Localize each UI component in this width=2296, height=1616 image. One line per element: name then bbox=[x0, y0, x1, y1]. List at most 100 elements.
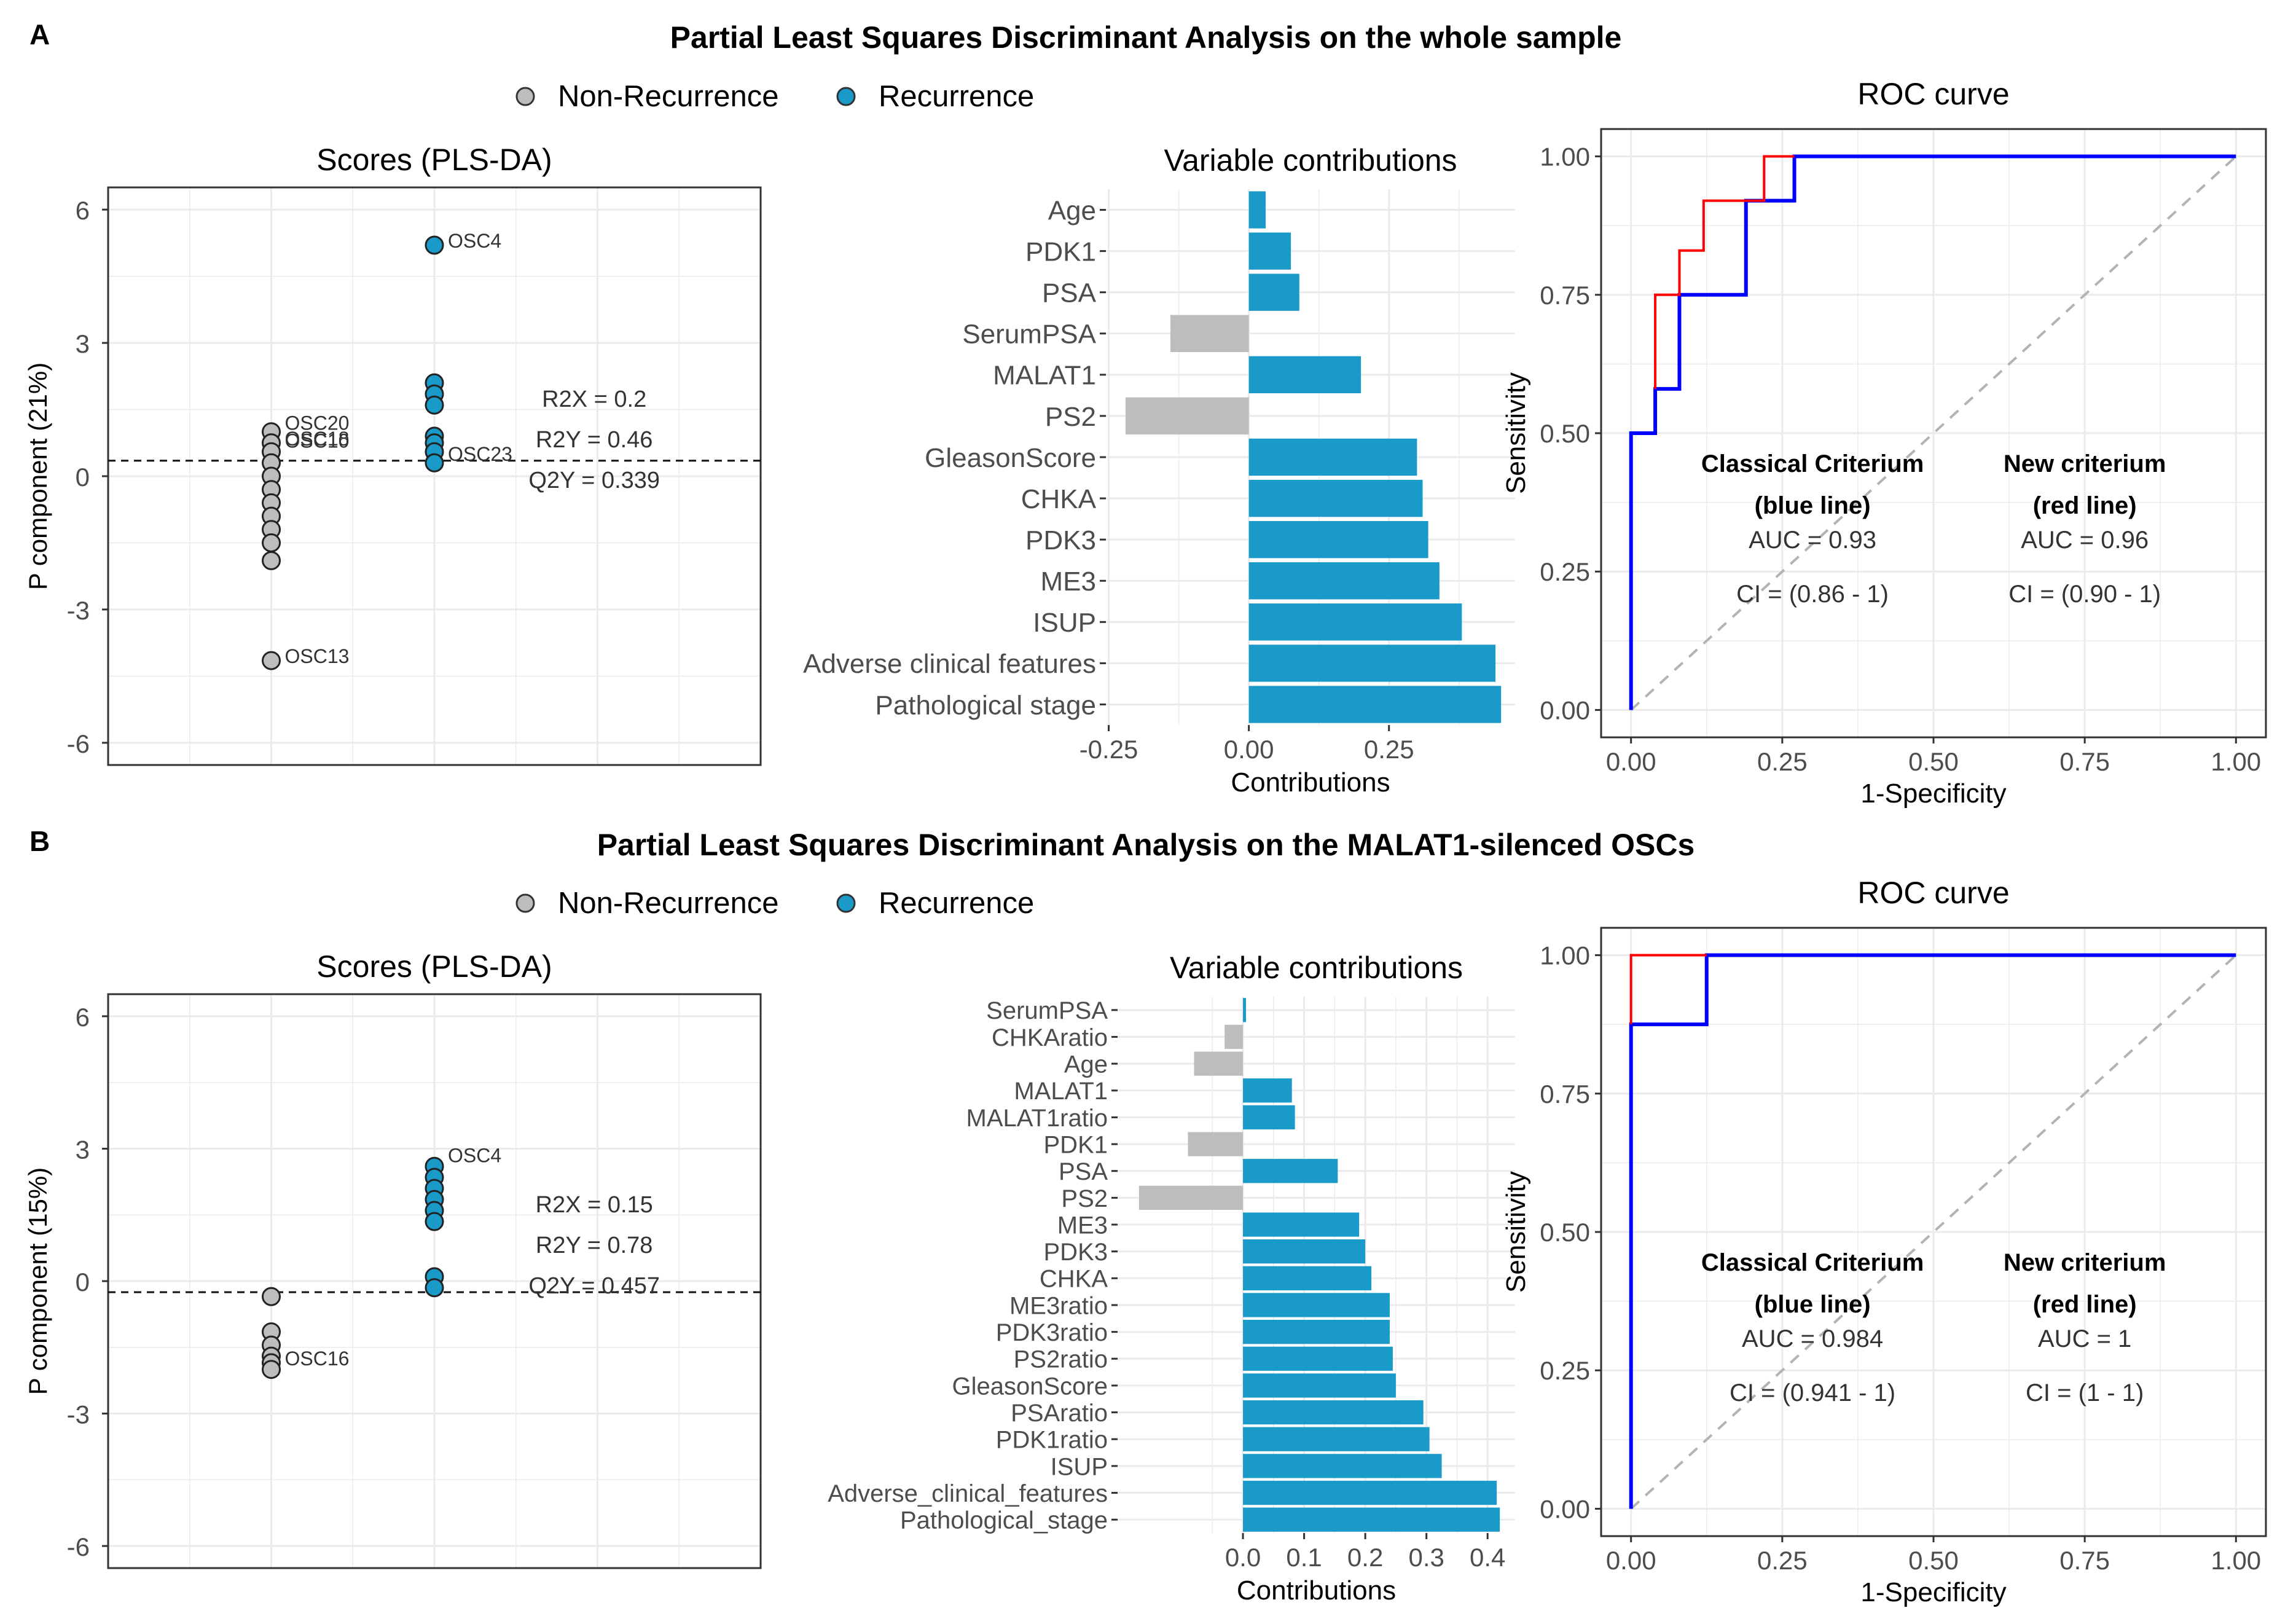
category-label: MALAT1 bbox=[993, 361, 1096, 391]
x-tick-label: 0.0 bbox=[1225, 1543, 1261, 1572]
y-tick-label: -3 bbox=[67, 1400, 90, 1429]
y-axis-label: P component (15%) bbox=[23, 1167, 52, 1395]
category-label: PDK1 bbox=[1025, 237, 1096, 267]
legend-a: Non-Recurrence Recurrence bbox=[515, 80, 1034, 113]
x-tick-label: 1.00 bbox=[2211, 747, 2261, 776]
x-axis-label: 1-Specificity bbox=[1860, 779, 2006, 809]
y-tick-label: 0.50 bbox=[1540, 1218, 1590, 1247]
y-tick-label: 1.00 bbox=[1540, 941, 1590, 970]
model-stat: R2X = 0.2 bbox=[542, 386, 646, 412]
y-tick-label: 1.00 bbox=[1540, 143, 1590, 171]
contribution-bar bbox=[1188, 1132, 1244, 1156]
contribution-bar bbox=[1248, 645, 1496, 682]
y-tick-label: 0 bbox=[76, 1268, 90, 1296]
point-non-recurrence bbox=[262, 1287, 281, 1306]
contribution-bar bbox=[1243, 1212, 1360, 1237]
y-tick-label: 0.00 bbox=[1540, 1494, 1590, 1523]
legend-a-nonrec-swatch bbox=[515, 87, 535, 106]
category-label: PSA bbox=[1042, 278, 1097, 308]
point-label: OSC20 bbox=[285, 412, 350, 434]
annotation-header: New criterium bbox=[2004, 1249, 2166, 1276]
contribution-bar bbox=[1224, 1024, 1244, 1049]
category-label: SerumPSA bbox=[986, 997, 1108, 1024]
point-label: OSC4 bbox=[448, 1144, 501, 1166]
roc-curve-classical bbox=[1629, 953, 2236, 1509]
category-label: CHKA bbox=[1040, 1266, 1108, 1293]
model-stat: Q2Y = 0.457 bbox=[528, 1273, 660, 1299]
contribution-bar bbox=[1243, 1159, 1338, 1183]
legend-b-rec-swatch bbox=[836, 893, 856, 913]
contribution-bar bbox=[1248, 438, 1417, 476]
x-tick-label: 0.25 bbox=[1757, 747, 1808, 776]
contribution-bar bbox=[1194, 1051, 1244, 1076]
category-label: PSA bbox=[1059, 1158, 1108, 1185]
panel-title-b: Partial Least Squares Discriminant Analy… bbox=[597, 828, 1695, 862]
category-label: Age bbox=[1064, 1051, 1108, 1078]
contribution-bar bbox=[1243, 1293, 1390, 1317]
x-tick-label: 0.4 bbox=[1470, 1543, 1505, 1572]
point-recurrence bbox=[425, 453, 444, 473]
category-label: PS2ratio bbox=[1014, 1346, 1108, 1373]
point-non-recurrence bbox=[262, 533, 281, 552]
x-tick-label: -0.25 bbox=[1079, 735, 1138, 764]
y-tick-label: 0.75 bbox=[1540, 281, 1590, 310]
x-tick-label: 0.3 bbox=[1408, 1543, 1444, 1572]
x-axis-label: 1-Specificity bbox=[1860, 1577, 2006, 1607]
x-tick-label: 0.75 bbox=[2059, 747, 2110, 776]
contribution-bar bbox=[1243, 1454, 1442, 1478]
panel-title-a: Partial Least Squares Discriminant Analy… bbox=[670, 20, 1622, 55]
contribution-bar bbox=[1248, 562, 1440, 600]
category-label: Pathological stage bbox=[875, 690, 1096, 720]
annotation-ci: CI = (0.90 - 1) bbox=[2008, 581, 2161, 608]
annotation-header: Classical Criterium bbox=[1701, 450, 1924, 477]
y-tick-label: 0 bbox=[76, 463, 90, 492]
scores-title: Scores (PLS-DA) bbox=[316, 143, 552, 177]
category-label: MALAT1 bbox=[1014, 1078, 1108, 1105]
x-tick-label: 0.25 bbox=[1757, 1546, 1808, 1575]
roc-plot-a: ROC curve 0.00 0.25 0.50 0.75 1.00 0.00 0.25 0.5… bbox=[1501, 77, 2267, 809]
contribution-bar bbox=[1248, 520, 1428, 559]
y-tick-label: -6 bbox=[67, 1532, 90, 1561]
y-axis-label: Sensitivity bbox=[1501, 372, 1531, 494]
y-tick-label: 0.25 bbox=[1540, 557, 1590, 586]
point-label: OSC10 bbox=[285, 429, 350, 452]
category-label: Adverse_clinical_features bbox=[828, 1480, 1108, 1507]
annotation-sub: (blue line) bbox=[1755, 492, 1871, 519]
x-tick-label: 0.00 bbox=[1606, 747, 1656, 776]
point-label: OSC4 bbox=[448, 230, 501, 252]
point-non-recurrence bbox=[262, 651, 281, 670]
panel-label-a: A bbox=[29, 18, 50, 50]
category-label: PDK3 bbox=[1025, 525, 1096, 555]
contribution-bar bbox=[1243, 1266, 1372, 1290]
y-tick-label: 0.50 bbox=[1540, 419, 1590, 448]
category-label: MALAT1ratio bbox=[966, 1105, 1108, 1132]
contributions-plot-b: Variable contributionsSerumPSACHKAratioA… bbox=[828, 951, 1515, 1606]
category-label: PDK3 bbox=[1044, 1239, 1108, 1266]
legend-b-rec-label: Recurrence bbox=[879, 887, 1034, 920]
y-axis-label: P component (21%) bbox=[23, 363, 52, 590]
contribution-bar bbox=[1243, 1480, 1497, 1505]
contribution-bar bbox=[1243, 1373, 1396, 1398]
y-tick-label: 0.25 bbox=[1540, 1356, 1590, 1385]
legend-a-nonrec-label: Non-Recurrence bbox=[558, 80, 779, 113]
y-tick-label: 3 bbox=[76, 329, 90, 358]
point-non-recurrence bbox=[262, 551, 281, 570]
annotation-ci: CI = (0.86 - 1) bbox=[1736, 581, 1889, 608]
point-recurrence bbox=[425, 1212, 444, 1231]
point-recurrence bbox=[425, 1278, 444, 1298]
scores-title: Scores (PLS-DA) bbox=[316, 949, 552, 984]
roc-curve-new bbox=[1654, 155, 1795, 389]
point-label: OSC23 bbox=[448, 443, 512, 465]
category-label: CHKA bbox=[1021, 484, 1097, 514]
category-label: Age bbox=[1048, 195, 1096, 226]
model-stat: R2Y = 0.78 bbox=[536, 1233, 653, 1258]
contribution-bar bbox=[1248, 603, 1462, 641]
contributions-plot-a: Variable contributions Age PDK1 PSA SerumPSA… bbox=[803, 143, 1515, 798]
point-recurrence bbox=[425, 395, 444, 415]
category-label: PS2 bbox=[1045, 402, 1096, 432]
x-tick-label: 0.25 bbox=[1364, 735, 1414, 764]
y-axis-label: Sensitivity bbox=[1501, 1171, 1531, 1293]
contribution-bar bbox=[1243, 1427, 1430, 1451]
y-tick-label: 0.75 bbox=[1540, 1080, 1590, 1108]
annotation-ci: CI = (0.941 - 1) bbox=[1730, 1379, 1895, 1406]
